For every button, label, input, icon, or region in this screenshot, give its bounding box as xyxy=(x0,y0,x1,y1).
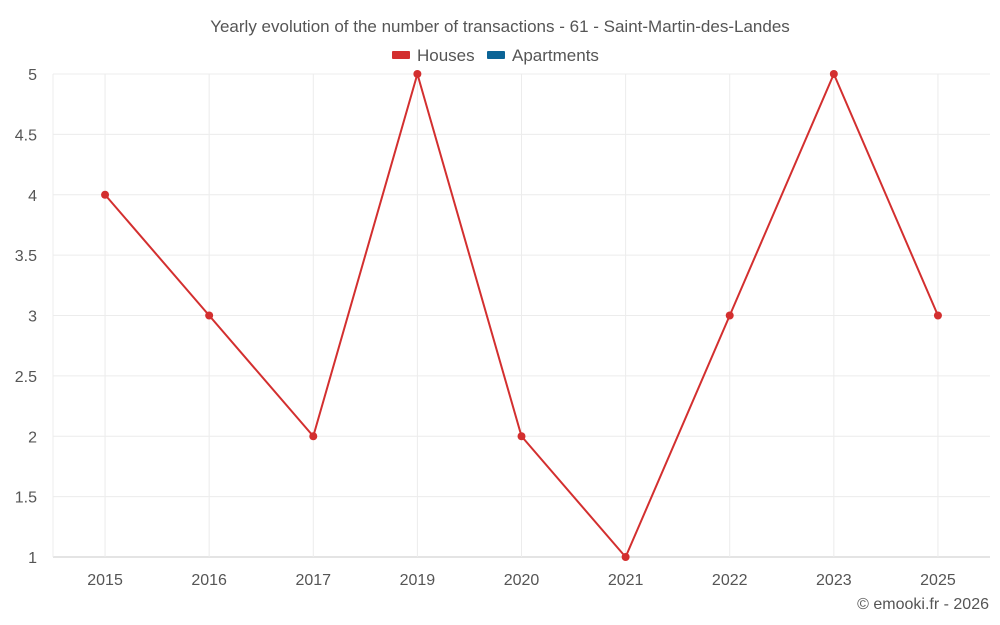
gridlines xyxy=(52,73,990,558)
data-point[interactable] xyxy=(101,190,110,199)
x-tick-label: 2020 xyxy=(504,572,540,589)
data-point[interactable] xyxy=(933,311,942,320)
data-point[interactable] xyxy=(829,70,838,78)
chart-title: Yearly evolution of the number of transa… xyxy=(210,17,790,36)
x-tick-label: 2022 xyxy=(712,572,748,589)
y-tick-label: 2 xyxy=(28,429,37,446)
data-point[interactable] xyxy=(725,311,734,320)
y-tick-label: 3 xyxy=(28,309,37,326)
y-tick-label: 2.5 xyxy=(15,369,37,386)
data-point[interactable] xyxy=(517,432,526,441)
y-tick-label: 1 xyxy=(28,550,37,567)
legend-swatch-houses[interactable] xyxy=(392,51,410,59)
legend-label-apartments[interactable]: Apartments xyxy=(512,46,599,65)
y-tick-label: 3.5 xyxy=(15,248,37,265)
data-point[interactable] xyxy=(621,553,630,561)
x-tick-label: 2025 xyxy=(920,572,956,589)
series-houses xyxy=(101,70,942,561)
x-tick-label: 2019 xyxy=(400,572,436,589)
x-tick-label: 2015 xyxy=(87,572,123,589)
data-point[interactable] xyxy=(309,432,318,441)
y-tick-label: 4 xyxy=(28,188,37,205)
x-axis-ticks: 2015 2016 2017 2019 2020 2021 2022 2023 2025 xyxy=(87,572,956,589)
y-tick-label: 5 xyxy=(28,67,37,84)
data-point[interactable] xyxy=(205,311,214,320)
data-point[interactable] xyxy=(413,70,422,78)
x-tick-label: 2021 xyxy=(608,572,644,589)
legend-swatch-apartments[interactable] xyxy=(487,51,505,59)
x-tick-label: 2016 xyxy=(191,572,227,589)
x-tick-label: 2023 xyxy=(816,572,852,589)
x-tick-label: 2017 xyxy=(295,572,331,589)
y-axis-ticks: 1 1.5 2 2.5 3 3.5 4 4.5 5 xyxy=(15,67,37,567)
credit-text: © emooki.fr - 2026 xyxy=(857,596,989,613)
legend: Houses Apartments xyxy=(392,46,599,65)
y-tick-label: 4.5 xyxy=(15,127,37,144)
y-tick-label: 1.5 xyxy=(15,490,37,507)
legend-label-houses[interactable]: Houses xyxy=(417,46,475,65)
